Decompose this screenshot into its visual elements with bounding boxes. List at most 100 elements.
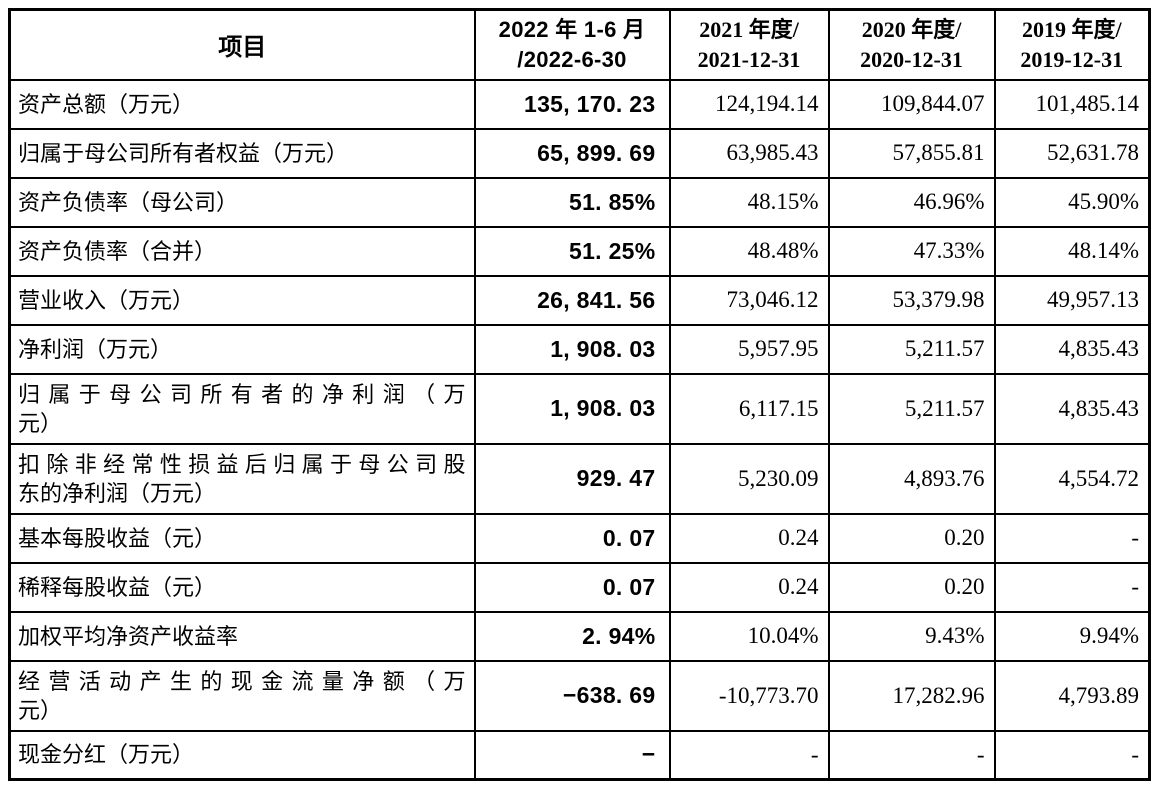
value-cell: 5,211.57 — [827, 323, 996, 375]
item-cell: 营业收入（万元） — [8, 274, 476, 326]
value-cell: 109,844.07 — [827, 78, 996, 130]
value-cell: 51. 85% — [473, 176, 671, 228]
table-row: 稀释每股收益（元） 0. 07 0.24 0.20- — [8, 561, 1151, 613]
table-row: 资产负债率（母公司） 51. 85% 48.15% 46.96% 45.90% — [8, 176, 1151, 228]
period-line1: 2022 年 1-6 月 — [498, 16, 646, 42]
item-cell: 稀释每股收益（元） — [8, 561, 476, 613]
value-cell: 48.48% — [668, 225, 830, 277]
item-cell: 现金分红（万元） — [8, 729, 476, 781]
value-cell: 17,282.96 — [827, 659, 996, 732]
value-cell: 0.24 — [668, 512, 830, 564]
item-label: 归属于母公司所有者权益（万元） — [18, 140, 349, 166]
period-line2: 2020-12-31 — [860, 46, 963, 72]
value-cell: 57,855.81 — [827, 127, 996, 179]
item-label: 经营活动产生的现金流量净额（万 — [18, 668, 466, 694]
value-cell: 51. 25% — [473, 225, 671, 277]
value-cell: 1, 908. 03 — [473, 372, 671, 445]
table-body: 资产总额（万元） 135, 170. 23 124,194.14 109,844.07… — [8, 78, 1151, 781]
item-label: 归属于母公司所有者的净利润（万 — [18, 381, 466, 407]
value-cell: 73,046.12 — [668, 274, 830, 326]
value-cell: 0. 07 — [473, 561, 671, 613]
value-cell: 9.94% — [993, 610, 1151, 662]
table-row: 营业收入（万元） 26, 841. 56 73,046.12 53,379.98 49,… — [8, 274, 1151, 326]
value-cell: - — [668, 729, 830, 781]
value-cell: 65, 899. 69 — [473, 127, 671, 179]
value-cell: 0.20 — [827, 561, 996, 613]
table-row: 经营活动产生的现金流量净额（万 元） −638. 69 -10,773.70 17,28… — [8, 659, 1151, 732]
value-cell: 5,230.09 — [668, 442, 830, 515]
value-cell: 0. 07 — [473, 512, 671, 564]
column-header-2019: 2019 年度/ 2019-12-31 — [993, 8, 1151, 81]
value-cell: 4,793.89 — [993, 659, 1151, 732]
item-cell: 基本每股收益（元） — [8, 512, 476, 564]
item-label: 资产负债率（母公司） — [18, 189, 239, 215]
item-label: 东的净利润（万元） — [18, 480, 217, 506]
item-label: 营业收入（万元） — [18, 287, 195, 313]
column-header-2021: 2021 年度/ 2021-12-31 — [668, 8, 830, 81]
value-cell: - — [993, 561, 1151, 613]
period-line2: 2021-12-31 — [697, 46, 801, 72]
column-header-2020: 2020 年度/ 2020-12-31 — [827, 8, 996, 81]
value-cell: 9.43% — [827, 610, 996, 662]
value-cell: 45.90% — [993, 176, 1151, 228]
item-cell: 资产负债率（母公司） — [8, 176, 476, 228]
table-row: 现金分红（万元） − - - - — [8, 729, 1151, 781]
value-cell: - — [993, 512, 1151, 564]
value-cell: - — [993, 729, 1151, 781]
value-cell: 2. 94% — [473, 610, 671, 662]
item-label: 现金分红（万元） — [18, 742, 195, 768]
value-cell: 48.14% — [993, 225, 1151, 277]
value-cell: 5,211.57 — [827, 372, 996, 445]
value-cell: 4,554.72 — [993, 442, 1151, 515]
value-cell: - — [827, 729, 996, 781]
value-cell: 4,893.76 — [827, 442, 996, 515]
column-header-item: 项目 — [8, 8, 476, 81]
period-line1: 2021 年度/ — [699, 16, 799, 42]
value-cell: 124,194.14 — [668, 78, 830, 130]
value-cell: 10.04% — [668, 610, 830, 662]
table-row: 归属于母公司所有者的净利润（万 元） 1, 908. 03 6,117.15 5,211… — [8, 372, 1151, 445]
item-cell: 归属于母公司所有者的净利润（万 元） — [8, 372, 476, 445]
value-cell: 26, 841. 56 — [473, 274, 671, 326]
item-label: 扣除非经常性损益后归属于母公司股 — [18, 451, 466, 477]
value-cell: 47.33% — [827, 225, 996, 277]
value-cell: − — [473, 729, 671, 781]
table-row: 资产负债率（合并） 51. 25% 48.48% 47.33% 48.14% — [8, 225, 1151, 277]
value-cell: 5,957.95 — [668, 323, 830, 375]
item-cell: 归属于母公司所有者权益（万元） — [8, 127, 476, 179]
value-cell: 48.15% — [668, 176, 830, 228]
item-label: 元） — [18, 697, 63, 723]
value-cell: 0.20 — [827, 512, 996, 564]
table-row: 加权平均净资产收益率 2. 94% 10.04% 9.43% 9.94% — [8, 610, 1151, 662]
value-cell: 1, 908. 03 — [473, 323, 671, 375]
value-cell: 46.96% — [827, 176, 996, 228]
table-row: 净利润（万元） 1, 908. 03 5,957.95 5,211.57 4,835.4… — [8, 323, 1151, 375]
item-cell: 加权平均净资产收益率 — [8, 610, 476, 662]
value-cell: 4,835.43 — [993, 372, 1151, 445]
value-cell: 63,985.43 — [668, 127, 830, 179]
item-label: 基本每股收益（元） — [18, 525, 217, 551]
item-label: 净利润（万元） — [18, 336, 173, 362]
table-row: 基本每股收益（元） 0. 07 0.24 0.20- — [8, 512, 1151, 564]
table-row: 资产总额（万元） 135, 170. 23 124,194.14 109,844.07… — [8, 78, 1151, 130]
item-label: 元） — [18, 410, 63, 436]
value-cell: 4,835.43 — [993, 323, 1151, 375]
value-cell: 135, 170. 23 — [473, 78, 671, 130]
table-row: 归属于母公司所有者权益（万元） 65, 899. 69 63,985.43 57,85… — [8, 127, 1151, 179]
item-label: 资产负债率（合并） — [18, 238, 217, 264]
value-cell: 6,117.15 — [668, 372, 830, 445]
financial-summary-table: 项目 2022 年 1-6 月 /2022-6-30 2021 年度/ 2021… — [8, 8, 1151, 781]
table-row: 扣除非经常性损益后归属于母公司股 东的净利润（万元） 929. 47 5,230.09… — [8, 442, 1151, 515]
column-header-2022h1: 2022 年 1-6 月 /2022-6-30 — [473, 8, 671, 81]
period-line2: /2022-6-30 — [517, 46, 627, 72]
item-cell: 资产负债率（合并） — [8, 225, 476, 277]
value-cell: 0.24 — [668, 561, 830, 613]
value-cell: 52,631.78 — [993, 127, 1151, 179]
value-cell: −638. 69 — [473, 659, 671, 732]
header-row: 项目 2022 年 1-6 月 /2022-6-30 2021 年度/ 2021… — [8, 8, 1151, 81]
value-cell: 101,485.14 — [993, 78, 1151, 130]
item-label: 稀释每股收益（元） — [18, 574, 217, 600]
item-cell: 资产总额（万元） — [8, 78, 476, 130]
item-cell: 扣除非经常性损益后归属于母公司股 东的净利润（万元） — [8, 442, 476, 515]
